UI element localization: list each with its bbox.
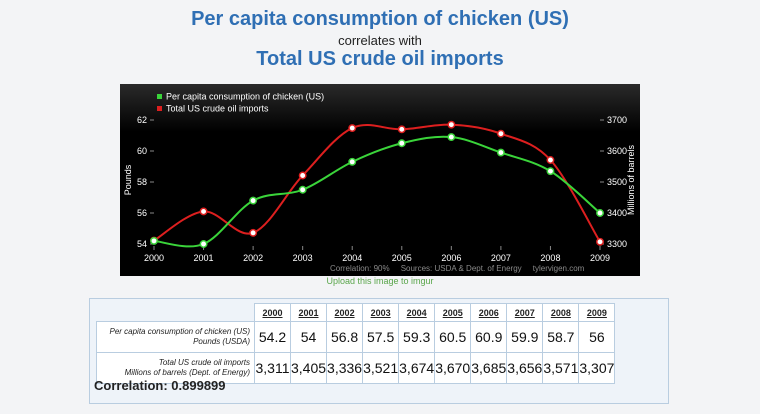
row-label-chicken-name: Per capita consumption of chicken (US): [109, 327, 250, 336]
table-cell: 3,670: [434, 352, 472, 384]
table-cell: 3,336: [326, 352, 364, 384]
table-cell: 3,405: [289, 352, 328, 384]
row-label-chicken-unit: Pounds (USDA): [193, 337, 250, 346]
data-point-chicken: [596, 209, 604, 217]
x-tick-label: 2007: [491, 253, 511, 263]
data-point-chicken: [199, 240, 208, 248]
data-point-chicken: [397, 139, 406, 148]
x-tick-label: 2000: [144, 253, 164, 263]
right-tick-label: 3700: [607, 115, 627, 125]
table-cell: 60.5: [434, 321, 472, 353]
series-line-chicken: [153, 135, 601, 248]
x-tick-label: 2004: [342, 253, 362, 263]
left-tick-label: 54: [137, 239, 147, 249]
table-cell: 59.9: [506, 321, 544, 353]
table-cell: 3,656: [506, 352, 544, 384]
table-year-header: 2006: [470, 303, 508, 322]
chart-subtitle: correlates with: [338, 33, 422, 48]
left-axis-label: Pounds: [123, 164, 133, 195]
data-point-oil: [546, 156, 555, 164]
x-tick-label: 2009: [590, 253, 610, 263]
x-axis: 2000 2001 2002 2003 2004 2005 2006 2007 2008 2009: [144, 246, 610, 263]
right-tick-label: 3500: [607, 177, 627, 187]
table-cell: 54.2: [254, 321, 291, 353]
right-tick-label: 3600: [607, 146, 627, 156]
table-cell: 56.8: [326, 321, 364, 353]
data-point-chicken: [546, 167, 555, 176]
table-header-row: 2000 2001 2002 2003 2004 2005 2006 2007 2008 2009: [97, 303, 616, 322]
data-point-chicken: [150, 236, 158, 245]
table-cell: 59.3: [398, 321, 436, 353]
table-cell: 3,685: [470, 352, 508, 384]
table-year-header: 2004: [398, 303, 436, 322]
x-tick-label: 2002: [243, 253, 263, 263]
correlation-value: Correlation: 0.899899: [94, 378, 226, 393]
chart-title-second: Total US crude oil imports: [256, 48, 504, 70]
legend: Per capita consumption of chicken (US) T…: [157, 92, 324, 114]
data-point-oil: [596, 237, 604, 246]
data-point-oil: [298, 171, 307, 180]
data-point-chicken: [447, 133, 456, 141]
upload-image-link[interactable]: Upload this image to imgur: [326, 276, 434, 286]
table-year-header: 2001: [289, 303, 328, 322]
table-cell: 57.5: [362, 321, 400, 353]
x-tick-label: 2001: [194, 253, 214, 263]
data-point-chicken: [496, 148, 505, 157]
data-table: 2000 2001 2002 2003 2004 2005 2006 2007 2008 2009…: [96, 303, 616, 384]
chart-footnote: Correlation: 90% Sources: USDA & Dept. o…: [330, 264, 585, 273]
x-tick-label: 2006: [441, 253, 461, 263]
table-cell: 58.7: [542, 321, 580, 353]
data-point-oil: [447, 120, 456, 129]
table-cell: 3,571: [542, 352, 580, 384]
data-point-oil: [348, 124, 357, 133]
data-point-oil: [397, 125, 406, 134]
table-year-header: 2009: [578, 303, 616, 322]
row-label-oil: Total US crude oil imports Millions of ba…: [96, 352, 255, 384]
legend-label-oil: Total US crude oil imports: [166, 104, 269, 114]
table-year-header: 2000: [254, 303, 291, 322]
row-label-oil-name: Total US crude oil imports: [158, 358, 250, 367]
row-label-chicken: Per capita consumption of chicken (US) Po…: [96, 321, 255, 353]
table-cell: 3,521: [362, 352, 400, 384]
left-axis: 54 56 58 60 62: [137, 115, 154, 249]
right-axis-label: Millions of barrels: [626, 144, 636, 215]
data-table-panel: 2000 2001 2002 2003 2004 2005 2006 2007 2008 2009…: [89, 298, 669, 404]
row-label-oil-unit: Millions of barrels (Dept. of Energy): [124, 368, 250, 377]
right-tick-label: 3300: [607, 239, 627, 249]
data-point-oil: [199, 207, 208, 216]
table-row-chicken: Per capita consumption of chicken (US) Po…: [96, 321, 616, 353]
series-line-oil: [153, 123, 601, 243]
chart-title: Per capita consumption of chicken (US): [191, 8, 569, 30]
table-year-header: 2007: [506, 303, 544, 322]
data-point-chicken: [249, 196, 258, 205]
table-year-header: 2005: [434, 303, 472, 322]
table-cell: 3,674: [398, 352, 436, 384]
data-point-chicken: [298, 185, 307, 194]
x-tick-label: 2005: [392, 253, 412, 263]
table-year-header: 2008: [542, 303, 580, 322]
chart-area: 54 56 58 60 62 3300 3400 3500 3600 3700 2000 2001…: [120, 84, 640, 276]
table-year-header: 2002: [326, 303, 364, 322]
legend-swatch-oil: [157, 106, 162, 111]
table-cell: 56: [578, 321, 616, 353]
left-tick-label: 58: [137, 177, 147, 187]
table-cell: 60.9: [470, 321, 508, 353]
legend-swatch-chicken: [157, 94, 162, 99]
x-tick-label: 2003: [293, 253, 313, 263]
data-point-oil: [249, 228, 258, 237]
left-tick-label: 60: [137, 146, 147, 156]
table-cell: 54: [289, 321, 328, 353]
left-tick-label: 62: [137, 115, 147, 125]
left-tick-label: 56: [137, 208, 147, 218]
table-row-oil: Total US crude oil imports Millions of ba…: [96, 352, 616, 384]
table-cell: 3,307: [578, 352, 616, 384]
right-tick-label: 3400: [607, 208, 627, 218]
table-year-header: 2003: [362, 303, 400, 322]
data-point-oil: [496, 129, 505, 138]
table-cell: 3,311: [254, 352, 291, 384]
legend-label-chicken: Per capita consumption of chicken (US): [166, 92, 324, 102]
data-point-chicken: [348, 157, 357, 166]
x-tick-label: 2008: [540, 253, 560, 263]
table-corner: [97, 304, 255, 322]
